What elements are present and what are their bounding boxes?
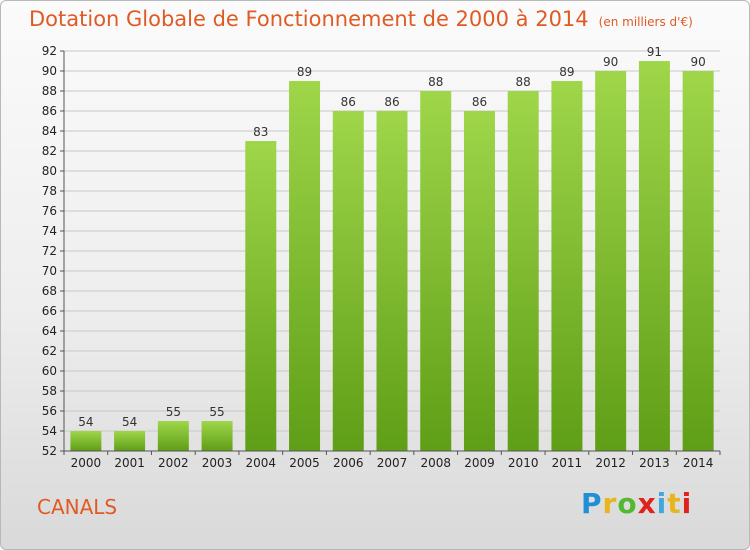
data-label: 90: [690, 55, 705, 69]
bar: [332, 111, 364, 451]
logo-letter: i: [656, 487, 668, 520]
chart-title-text: Dotation Globale de Fonctionnement de 20…: [29, 7, 589, 31]
y-tick-label: 84: [42, 124, 57, 138]
bar: [201, 421, 233, 451]
logo-letter: x: [637, 487, 657, 520]
bar: [245, 141, 277, 451]
y-tick-label: 60: [42, 364, 57, 378]
data-label: 89: [559, 65, 574, 79]
commune-name: CANALS: [37, 495, 118, 519]
y-tick-label: 58: [42, 384, 57, 398]
y-tick-label: 62: [42, 344, 57, 358]
x-tick-label: 2007: [377, 456, 408, 470]
y-tick-label: 92: [42, 44, 57, 58]
data-label: 91: [647, 45, 662, 59]
x-tick-label: 2011: [552, 456, 583, 470]
y-axis-ticks: 52 54 56 58 60 62 64 66 68 70 72 74 76 78 80 82 84 86 88 90…: [42, 44, 64, 458]
x-tick-label: 2013: [639, 456, 670, 470]
y-tick-label: 56: [42, 404, 57, 418]
data-label: 54: [122, 415, 137, 429]
data-label: 88: [516, 75, 531, 89]
logo-letter: i: [681, 487, 693, 520]
x-tick-label: 2000: [71, 456, 102, 470]
y-tick-label: 74: [42, 224, 57, 238]
x-tick-label: 2001: [114, 456, 145, 470]
data-label: 88: [428, 75, 443, 89]
bar: [157, 421, 189, 451]
logo-letter: r: [602, 487, 618, 520]
x-tick-label: 2005: [289, 456, 320, 470]
x-axis-ticks: 2000 2001 2002 2003 2004 2005 2006 2007 2008 2009…: [63, 451, 721, 470]
logo-letter: t: [667, 487, 682, 520]
y-tick-label: 66: [42, 304, 57, 318]
bar: [682, 71, 714, 451]
x-tick-label: 2008: [420, 456, 451, 470]
y-tick-label: 70: [42, 264, 57, 278]
bar: [638, 61, 670, 451]
logo-letter: P: [581, 487, 603, 520]
y-tick-label: 76: [42, 204, 57, 218]
bar: [289, 81, 321, 451]
y-tick-label: 54: [42, 424, 57, 438]
x-tick-label: 2002: [158, 456, 189, 470]
bar: [507, 91, 539, 451]
x-tick-label: 2006: [333, 456, 364, 470]
y-tick-label: 82: [42, 144, 57, 158]
data-label: 55: [166, 405, 181, 419]
bar: [420, 91, 452, 451]
x-tick-label: 2012: [595, 456, 626, 470]
logo-letter: o: [617, 487, 638, 520]
bar: [463, 111, 495, 451]
x-tick-label: 2009: [464, 456, 495, 470]
y-tick-label: 86: [42, 104, 57, 118]
bar: [376, 111, 408, 451]
x-tick-label: 2004: [246, 456, 277, 470]
data-label: 90: [603, 55, 618, 69]
y-tick-label: 80: [42, 164, 57, 178]
y-tick-label: 68: [42, 284, 57, 298]
y-tick-label: 90: [42, 64, 57, 78]
data-label: 89: [297, 65, 312, 79]
y-tick-label: 52: [42, 444, 57, 458]
y-tick-label: 72: [42, 244, 57, 258]
bar: [595, 71, 627, 451]
data-label: 86: [341, 95, 356, 109]
data-label: 55: [209, 405, 224, 419]
bars: [70, 61, 714, 451]
data-label: 83: [253, 125, 268, 139]
bar: [551, 81, 583, 451]
chart-subtitle: (en milliers d'€): [598, 15, 693, 29]
chart-title: Dotation Globale de Fonctionnement de 20…: [29, 7, 693, 31]
data-label: 54: [78, 415, 93, 429]
y-tick-label: 88: [42, 84, 57, 98]
x-tick-label: 2014: [683, 456, 714, 470]
x-tick-label: 2010: [508, 456, 539, 470]
data-label: 86: [384, 95, 399, 109]
proxiti-logo: Proxiti: [581, 487, 692, 520]
bar: [70, 431, 102, 451]
bar: [114, 431, 146, 451]
data-label: 86: [472, 95, 487, 109]
y-tick-label: 64: [42, 324, 57, 338]
value-labels: 54 54 55 55 83 89 86 86 88 86 88 89 90 91 90: [78, 45, 706, 429]
y-tick-label: 78: [42, 184, 57, 198]
x-tick-label: 2003: [202, 456, 233, 470]
